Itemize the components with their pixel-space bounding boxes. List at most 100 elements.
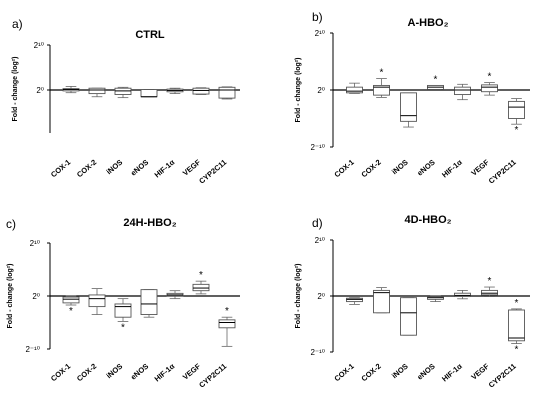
box-iqr (88, 87, 106, 95)
box-iqr (62, 296, 80, 304)
category-label: eNOS (129, 362, 150, 382)
box-iqr (400, 297, 417, 336)
box-cox2: * (373, 68, 390, 98)
significance-star: * (515, 125, 519, 136)
y-tick-label: 2⁻¹⁰ (310, 143, 325, 152)
significance-star: * (225, 306, 229, 317)
category-label: VEGF (469, 361, 491, 381)
panel-title: 24H-HBO₂ (123, 217, 176, 229)
category-label: COX-2 (359, 362, 382, 384)
category-label: COX-2 (359, 158, 382, 180)
category-label: CYP2C11 (487, 362, 518, 390)
panel-label: a) (12, 17, 23, 31)
box-iqr (454, 292, 471, 298)
y-axis-label: Fold - change (log²) (7, 264, 14, 329)
box-iqr (88, 294, 106, 308)
category-label: iNOS (390, 158, 410, 177)
y-axis-label: Fold - change (log²) (295, 264, 302, 329)
box-iqr (481, 289, 498, 296)
category-label: COX-1 (49, 362, 72, 384)
box-cox2 (88, 87, 106, 98)
box-hif1 (166, 87, 184, 94)
category-label: CYP2C11 (197, 362, 228, 390)
panel-title: A-HBO₂ (408, 17, 449, 29)
category-label: HIF-1α (440, 361, 464, 383)
box-cox1 (346, 297, 363, 305)
panel-label: c) (6, 217, 16, 231)
box-enos (140, 89, 158, 98)
box-cox2 (88, 288, 106, 315)
box-cox1 (346, 82, 363, 94)
box-iqr (192, 283, 210, 292)
box-vegf: * (481, 276, 498, 297)
category-label: HIF-1α (153, 157, 177, 179)
category-label: COX-1 (332, 158, 355, 180)
category-label: iNOS (104, 158, 124, 177)
y-tick-label: 2¹⁰ (34, 41, 44, 50)
significance-star: * (69, 306, 73, 317)
significance-star: * (199, 270, 203, 281)
category-label: eNOS (129, 158, 150, 178)
y-axis-label: Fold - change (log²) (295, 58, 302, 123)
box-cyp2c11 (218, 86, 236, 100)
panel-title: 4D-HBO₂ (404, 214, 451, 226)
box-iqr (508, 309, 525, 342)
category-label: VEGF (469, 157, 491, 177)
box-cox1 (62, 86, 80, 94)
box-iqr (346, 86, 363, 94)
category-label: CYP2C11 (197, 158, 228, 186)
box-iqr (400, 92, 417, 122)
box-inos (114, 86, 132, 99)
significance-star: * (488, 72, 492, 83)
box-cox1: * (62, 295, 80, 317)
panel-label: b) (312, 10, 323, 24)
box-iqr (218, 319, 236, 329)
box-iqr (481, 84, 498, 93)
box-hif1 (166, 290, 184, 300)
panel-a: a) CTRL 2¹⁰ 2⁰ Fold - change (log²) COX-1 COX-… (12, 17, 240, 186)
category-label: COX-1 (49, 158, 72, 180)
box-iqr (346, 297, 363, 303)
box-iqr (114, 303, 132, 318)
y-tick-label: 2⁰ (36, 86, 44, 95)
box-inos (400, 92, 417, 128)
box-iqr (454, 86, 471, 96)
category-label: HIF-1α (153, 361, 177, 383)
y-axis-label: Fold - change (log²) (12, 57, 19, 122)
y-tick-label: 2⁻¹⁰ (310, 348, 325, 357)
category-label: CYP2C11 (487, 158, 518, 186)
significance-star: * (434, 74, 438, 85)
box-vegf: * (481, 72, 498, 96)
category-label: VEGF (181, 157, 203, 177)
box-cyp2c11: * (508, 98, 525, 136)
box-vegf (192, 87, 210, 95)
category-label: iNOS (390, 362, 410, 381)
significance-star: * (515, 298, 519, 309)
category-label: HIF-1α (440, 157, 464, 179)
y-tick-label: 2⁻¹⁰ (25, 345, 40, 354)
box-enos: * (427, 74, 444, 90)
category-label: VEGF (181, 361, 203, 381)
panel-b: b) A-HBO₂ 2¹⁰ 2⁰ 2⁻¹⁰ Fold - change (log²) COX… (295, 10, 530, 186)
category-label: eNOS (415, 158, 436, 178)
y-tick-label: 2⁰ (32, 292, 40, 301)
category-label: iNOS (104, 362, 124, 381)
box-iqr (373, 84, 390, 96)
y-tick-label: 2⁰ (317, 292, 325, 301)
category-label: COX-1 (332, 362, 355, 384)
box-hif1 (454, 289, 471, 300)
box-iqr (373, 289, 390, 314)
box-cox2 (373, 287, 390, 314)
panel-label: d) (312, 216, 323, 230)
box-iqr (508, 100, 525, 119)
significance-star: * (488, 276, 492, 287)
panel-title: CTRL (135, 29, 165, 41)
box-cyp2c11: ** (508, 298, 525, 356)
box-enos (140, 289, 158, 318)
category-label: eNOS (415, 362, 436, 382)
box-cyp2c11: * (218, 306, 236, 347)
y-tick-label: 2⁰ (317, 86, 325, 95)
box-enos (427, 295, 444, 303)
y-tick-label: 2¹⁰ (315, 236, 325, 245)
